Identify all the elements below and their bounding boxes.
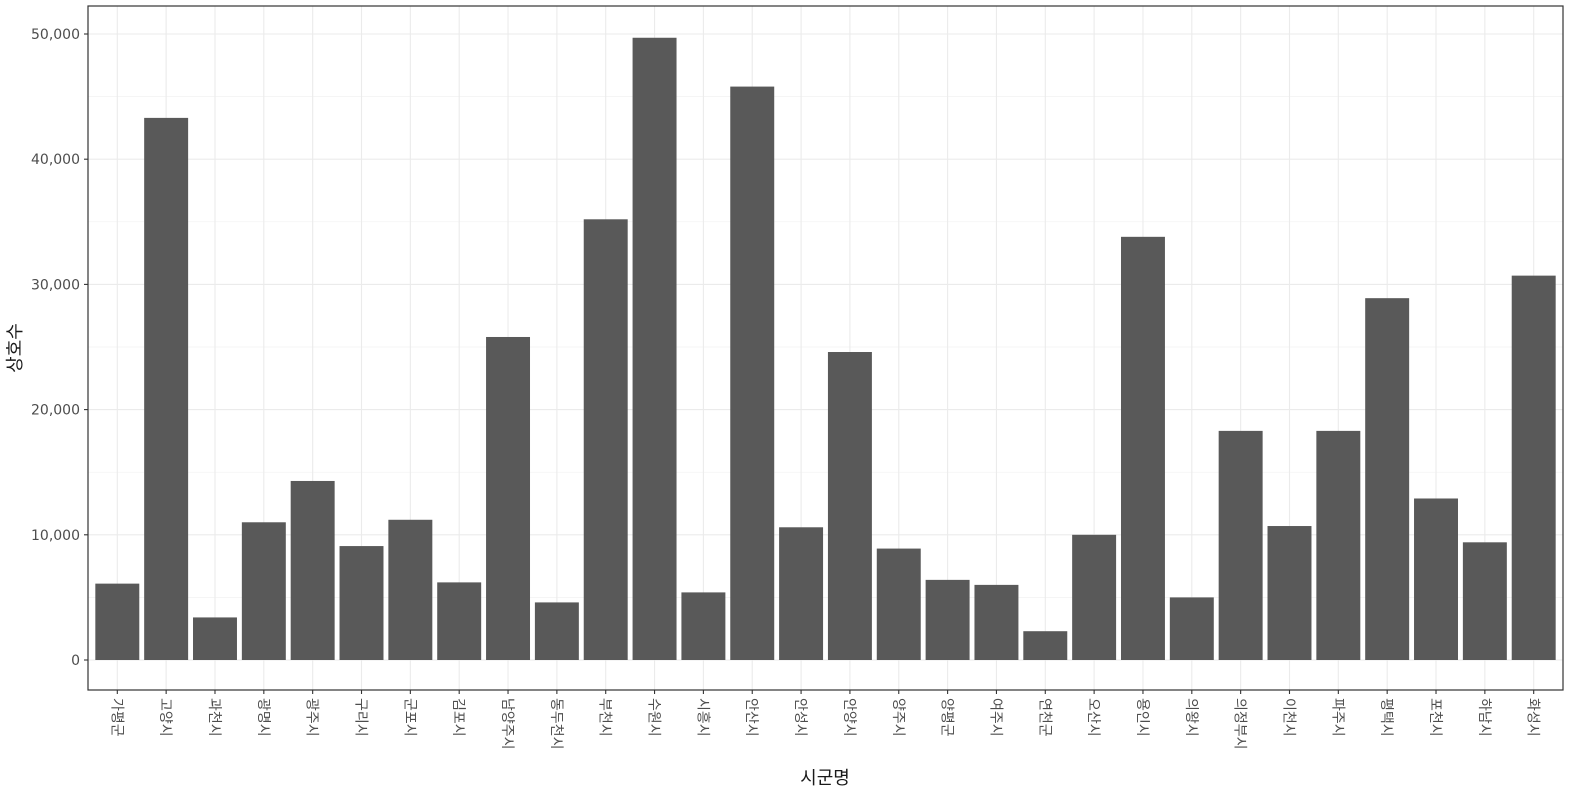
x-tick-label: 평택시: [1378, 698, 1394, 737]
x-tick-label: 남양주시: [499, 698, 515, 750]
bar-의왕시: [1169, 597, 1214, 660]
x-tick-label: 의왕시: [1183, 698, 1199, 737]
bar-남양주시: [486, 336, 531, 660]
x-tick-label: 부천시: [597, 698, 613, 737]
bar-하남시: [1462, 542, 1507, 660]
y-axis-title: 상호수: [5, 323, 26, 373]
x-tick-label: 광주시: [304, 698, 320, 737]
x-tick-label: 가평군: [108, 698, 124, 737]
bar-연천군: [1023, 631, 1068, 660]
bar-용인시: [1120, 236, 1165, 660]
x-tick-label: 오산시: [1085, 698, 1101, 737]
x-tick-label: 시흥시: [694, 698, 710, 737]
y-tick-label: 0: [71, 653, 80, 669]
x-tick-label: 김포시: [450, 698, 466, 737]
x-tick-label: 연천군: [1036, 698, 1052, 737]
bar-가평군: [95, 583, 140, 660]
y-tick-label: 20,000: [31, 403, 80, 419]
x-tick-label: 수원시: [646, 698, 662, 737]
x-axis: 가평군 고양시 과천시 광명시 광주시 구리시 군포시 김포시 남양주시 동두천시 부천시 수원시 시흥…: [108, 690, 1541, 750]
bar-안산시: [730, 86, 775, 661]
x-tick-label: 화성시: [1525, 698, 1541, 737]
x-tick-label: 파주시: [1329, 698, 1345, 737]
y-tick-label: 10,000: [31, 528, 80, 544]
bar-평택시: [1365, 298, 1410, 660]
bar-오산시: [1072, 534, 1117, 660]
x-tick-label: 양평군: [939, 698, 955, 737]
bar-안양시: [827, 352, 872, 660]
bar-여주시: [974, 584, 1019, 660]
x-tick-label: 양주시: [890, 698, 906, 737]
x-tick-label: 포천시: [1427, 698, 1443, 737]
x-tick-label: 하남시: [1476, 698, 1492, 737]
bar-안성시: [779, 527, 824, 660]
x-tick-label: 여주시: [987, 698, 1003, 737]
bar-시흥시: [681, 592, 726, 660]
x-tick-label: 광명시: [255, 698, 271, 737]
y-tick-label: 30,000: [31, 277, 80, 293]
x-tick-label: 안성시: [792, 698, 808, 737]
bar-파주시: [1316, 430, 1361, 660]
y-tick-label: 50,000: [31, 27, 80, 43]
bar-의정부시: [1218, 430, 1263, 660]
y-axis: 0 10,000 20,000 30,000 40,000 50,000: [31, 27, 88, 669]
plot-border: [87, 5, 1564, 691]
x-tick-label: 군포시: [401, 698, 417, 737]
x-tick-label: 용인시: [1134, 698, 1150, 737]
bar-과천시: [193, 617, 237, 660]
y-tick-label: 40,000: [31, 152, 80, 168]
x-tick-label: 고양시: [157, 698, 173, 737]
bar-양평군: [925, 579, 970, 660]
bar-동두천시: [534, 602, 579, 660]
bar-구리시: [339, 546, 384, 660]
bar-화성시: [1511, 275, 1556, 660]
bar-수원시: [632, 37, 677, 661]
bar-광명시: [241, 522, 286, 660]
x-tick-label: 동두천시: [548, 698, 564, 750]
x-tick-label: 안산시: [743, 698, 759, 737]
bar-포천시: [1414, 498, 1458, 660]
bar-고양시: [144, 117, 189, 660]
x-tick-label: 안양시: [841, 698, 857, 737]
bars: [95, 37, 1556, 661]
x-tick-label: 이천시: [1280, 698, 1296, 737]
x-tick-label: 과천시: [206, 698, 222, 737]
x-tick-label: 의정부시: [1232, 698, 1248, 750]
x-axis-title: 시군명: [800, 768, 850, 789]
bar-양주시: [876, 548, 921, 660]
bar-이천시: [1267, 526, 1312, 660]
bar-광주시: [290, 480, 335, 660]
bar-김포시: [437, 582, 482, 660]
x-tick-label: 구리시: [353, 698, 369, 737]
bar-부천시: [583, 219, 628, 660]
bar-군포시: [388, 519, 433, 660]
